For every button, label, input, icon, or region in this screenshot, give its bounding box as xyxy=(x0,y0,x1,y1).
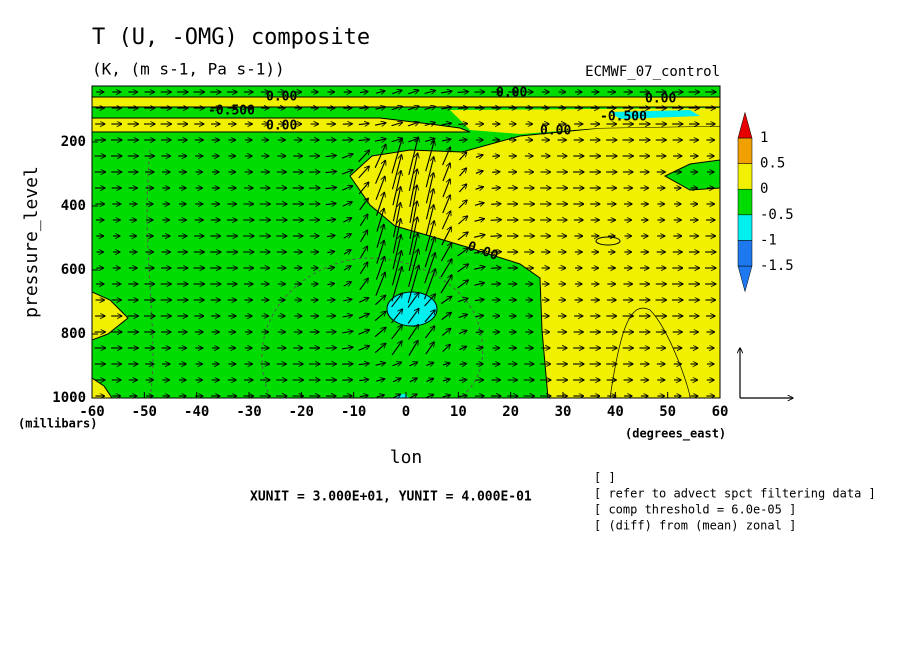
x-tick-label: -50 xyxy=(132,404,157,420)
x-tick-label: -10 xyxy=(341,404,366,420)
x-axis-label: lon xyxy=(390,447,423,468)
colorbar-segment xyxy=(738,266,752,292)
contour-label: 0.00 xyxy=(266,90,297,105)
x-tick-label: 50 xyxy=(659,404,676,420)
x-tick-label: 0 xyxy=(402,404,410,420)
colorbar-segment xyxy=(738,112,752,138)
contour-label: 0.00 xyxy=(540,124,571,139)
contour-label: -0.500 xyxy=(208,104,255,119)
vector xyxy=(492,188,501,189)
colorbar-segment xyxy=(738,215,752,241)
x-tick-label: 40 xyxy=(607,404,624,420)
x-tick-label: 30 xyxy=(555,404,572,420)
colorbar-segment xyxy=(738,138,752,164)
x-tick-label: -20 xyxy=(289,404,314,420)
vector xyxy=(491,284,500,285)
note: [ comp threshold = 6.0e-05 ] xyxy=(594,503,796,517)
y-tick-label: 1000 xyxy=(52,390,86,406)
contour-label: -0.500 xyxy=(600,110,647,125)
vector xyxy=(491,220,502,221)
x-tick-label: -40 xyxy=(184,404,209,420)
y-tick-label: 600 xyxy=(61,262,86,278)
x-tick-label: -30 xyxy=(236,404,261,420)
contour-label: 0.00 xyxy=(496,86,527,101)
note: [ refer to advect spct filtering data ] xyxy=(594,487,876,501)
colorbar-label: -0.5 xyxy=(760,207,794,223)
contour-label: 0.00 xyxy=(266,119,297,134)
colorbar-label: 1 xyxy=(760,130,768,146)
vector-units: XUNIT = 3.000E+01, YUNIT = 4.000E-01 xyxy=(250,490,532,505)
note: [ (diff) from (mean) zonal ] xyxy=(594,519,796,533)
contour-label: 0.00 xyxy=(645,92,676,107)
vector xyxy=(491,268,501,269)
y-tick-label: 200 xyxy=(61,134,86,150)
vector xyxy=(491,204,501,205)
model-label: ECMWF_07_control xyxy=(585,64,720,80)
colorbar: -1.5 -1 -0.5 0 0.5 1 xyxy=(738,112,794,291)
colorbar-label: 0 xyxy=(760,181,768,197)
colorbar-segment xyxy=(738,164,752,190)
colorbar-segment xyxy=(738,240,752,266)
y-unit-label: (millibars) xyxy=(18,417,97,431)
contour-fill xyxy=(387,292,437,326)
x-tick-label: 20 xyxy=(502,404,519,420)
vector xyxy=(492,172,500,173)
colorbar-segment xyxy=(738,189,752,215)
y-tick-label: 400 xyxy=(61,198,86,214)
colorbar-label: -1.5 xyxy=(760,258,794,274)
colorbar-label: 0.5 xyxy=(760,156,785,172)
note: [ ] xyxy=(594,471,616,485)
contour-fill xyxy=(92,97,720,107)
x-unit-label: (degrees_east) xyxy=(625,427,726,442)
contour-field: 0.00 -0.500 0.00 0.00 0.00 -0.500 0.00 0… xyxy=(92,86,720,403)
x-tick-label: 10 xyxy=(450,404,467,420)
vector xyxy=(492,156,499,157)
y-axis-label: pressure_level xyxy=(21,166,42,318)
y-tick-label: 800 xyxy=(61,326,86,342)
vector xyxy=(491,236,502,237)
colorbar-label: -1 xyxy=(760,232,777,248)
x-tick-label: 60 xyxy=(712,404,729,420)
chart-title: T (U, -OMG) composite xyxy=(92,25,370,50)
chart-subtitle: (K, (m s-1, Pa s-1)) xyxy=(92,60,285,79)
